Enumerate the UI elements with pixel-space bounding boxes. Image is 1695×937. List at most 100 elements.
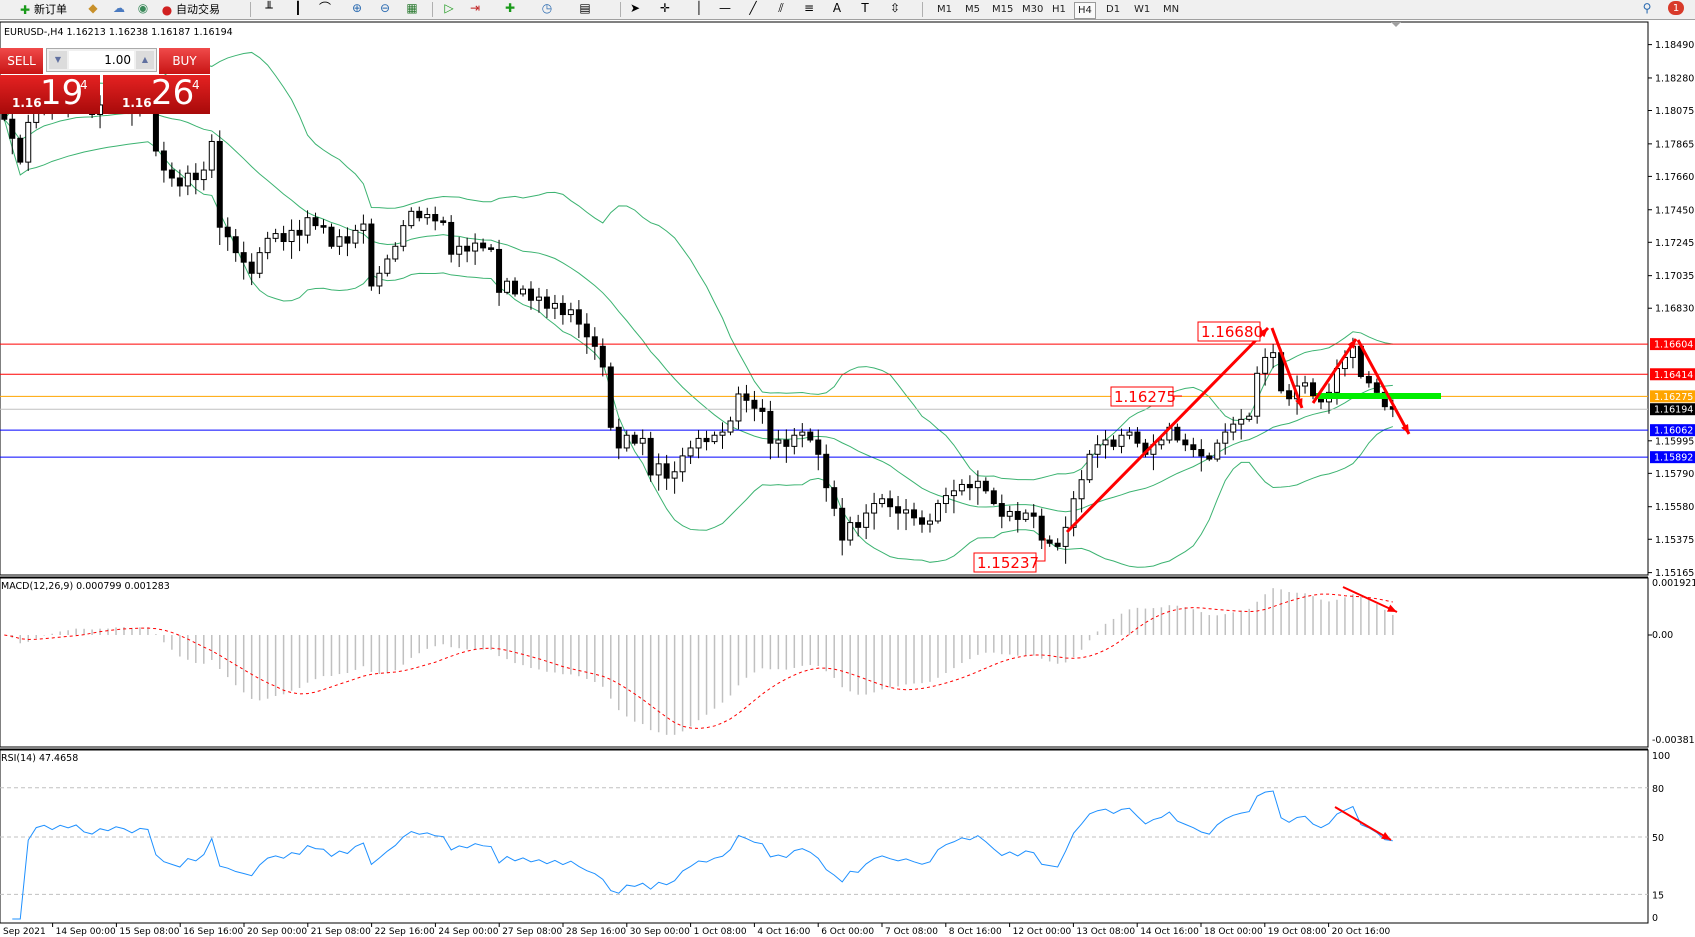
arrows-icon[interactable]: ⇳ bbox=[889, 1, 901, 15]
fibonacci-icon[interactable]: ≡ bbox=[803, 1, 815, 15]
timeframe-mn[interactable]: MN bbox=[1163, 4, 1180, 15]
candle bbox=[488, 244, 495, 253]
candle bbox=[1182, 433, 1189, 452]
timeframe-m5[interactable]: M5 bbox=[965, 4, 980, 15]
line-chart-icon[interactable]: ⌒ bbox=[318, 1, 331, 15]
candle-body bbox=[168, 169, 175, 179]
cursor-icon[interactable]: ➤ bbox=[629, 1, 641, 15]
candle-body bbox=[615, 426, 622, 449]
timeframe-m30[interactable]: M30 bbox=[1022, 4, 1044, 15]
candle bbox=[671, 461, 678, 494]
candle bbox=[990, 487, 997, 506]
candle-body bbox=[919, 517, 925, 525]
new-order-button[interactable]: ✚ 新订单 bbox=[18, 1, 67, 18]
rsi-divergence-arrow bbox=[1334, 806, 1392, 841]
timeframe-m15[interactable]: M15 bbox=[992, 4, 1014, 15]
equidistant-channel-icon[interactable]: ⫽ bbox=[778, 1, 784, 15]
text-label-icon[interactable]: T bbox=[861, 1, 869, 15]
candle-body bbox=[1046, 539, 1053, 544]
tile-windows-icon[interactable]: ▦ bbox=[406, 1, 418, 15]
candle-body bbox=[1174, 426, 1181, 441]
lot-increase-icon[interactable]: ▲ bbox=[136, 51, 154, 69]
macd-signal-line bbox=[4, 593, 1393, 729]
arrow-up-trend-head bbox=[1258, 328, 1268, 338]
candlestick-icon[interactable]: ┃ bbox=[294, 1, 302, 15]
rsi-line bbox=[12, 790, 1393, 920]
arrow-retest bbox=[1311, 338, 1358, 404]
candle bbox=[448, 215, 455, 263]
sell-button[interactable]: SELL bbox=[0, 48, 43, 74]
candle bbox=[264, 231, 271, 260]
trendline-icon[interactable]: ╱ bbox=[749, 1, 757, 15]
auto-trading-icon: ● bbox=[161, 2, 173, 17]
candle-body bbox=[480, 242, 487, 249]
zoom-out-icon[interactable]: ⊖ bbox=[379, 1, 391, 15]
vertical-line-icon[interactable]: │ bbox=[695, 1, 703, 15]
candle-body bbox=[520, 288, 526, 295]
candle bbox=[176, 169, 183, 197]
arrow-pullback-head bbox=[1295, 398, 1303, 408]
metaeditor-icon[interactable]: ◆ bbox=[88, 1, 98, 15]
candle bbox=[799, 423, 806, 448]
chart-shift-icon[interactable]: ▷ bbox=[444, 1, 454, 15]
candle bbox=[184, 165, 191, 196]
candle bbox=[703, 430, 710, 451]
candle-body bbox=[1270, 352, 1277, 358]
candle-body bbox=[775, 439, 782, 444]
candle bbox=[887, 490, 894, 517]
candle-body bbox=[982, 480, 989, 492]
templates-icon[interactable]: ▤ bbox=[579, 1, 591, 15]
timeframe-h1[interactable]: H1 bbox=[1052, 4, 1066, 15]
auto-trading-button[interactable]: ● 自动交易 bbox=[160, 1, 220, 18]
autoscroll-icon[interactable]: ⇥ bbox=[469, 1, 481, 15]
candle bbox=[424, 207, 431, 225]
candle-body bbox=[1086, 453, 1093, 481]
candle-body bbox=[1310, 382, 1317, 397]
candle-body bbox=[527, 288, 534, 301]
zoom-in-icon[interactable]: ⊕ bbox=[351, 1, 363, 15]
timeframe-h4[interactable]: H4 bbox=[1074, 2, 1096, 19]
sell-price-box[interactable]: 1.16 19 4 bbox=[0, 73, 100, 114]
crosshair-icon[interactable]: ✛ bbox=[659, 1, 671, 15]
horizontal-line-icon[interactable]: — bbox=[719, 1, 731, 15]
timeframe-w1[interactable]: W1 bbox=[1134, 4, 1151, 15]
candle-body bbox=[496, 248, 503, 293]
market-icon[interactable]: ☁ bbox=[113, 1, 125, 15]
macd-window-frame bbox=[0, 577, 1649, 748]
candle-body bbox=[551, 302, 558, 309]
price-tag-label: 1.16062 bbox=[1654, 426, 1693, 437]
notification-badge[interactable]: 1 bbox=[1668, 1, 1684, 15]
text-icon[interactable]: A bbox=[832, 1, 842, 15]
lot-size-field[interactable]: ▼ 1.00 ▲ bbox=[46, 48, 157, 72]
mid-price-label: 1.16275 bbox=[1114, 388, 1176, 406]
signals-icon[interactable]: ◉ bbox=[137, 1, 149, 15]
time-axis-label: 8 Oct 16:00 bbox=[949, 927, 1002, 937]
lot-decrease-icon[interactable]: ▼ bbox=[49, 51, 67, 69]
candle-body bbox=[974, 480, 981, 489]
rsi-axis-label: 100 bbox=[1652, 751, 1670, 762]
bar-chart-icon[interactable]: ╨ bbox=[265, 1, 273, 15]
candle-body bbox=[1190, 444, 1197, 451]
candle bbox=[743, 384, 750, 413]
candle-body bbox=[320, 225, 327, 228]
candle-body bbox=[1030, 512, 1037, 517]
candle bbox=[871, 492, 878, 530]
buy-button[interactable]: BUY bbox=[159, 48, 210, 74]
buy-price-box[interactable]: 1.16 26 4 bbox=[103, 73, 210, 114]
lot-size-value[interactable]: 1.00 bbox=[69, 51, 134, 69]
candle bbox=[200, 161, 207, 191]
search-icon[interactable]: ⚲ bbox=[1642, 1, 1652, 15]
timeframe-m1[interactable]: M1 bbox=[937, 4, 952, 15]
candle bbox=[974, 470, 981, 505]
candle-body bbox=[903, 509, 910, 514]
candle-body bbox=[256, 252, 263, 274]
time-axis-label: 1 Oct 08:00 bbox=[694, 927, 747, 937]
candle bbox=[735, 386, 742, 430]
timeframe-d1[interactable]: D1 bbox=[1106, 4, 1121, 15]
candle-body bbox=[847, 522, 854, 541]
candle-body bbox=[1014, 510, 1021, 520]
indicators-icon[interactable]: ✚ bbox=[504, 1, 516, 15]
periods-icon[interactable]: ◷ bbox=[541, 1, 553, 15]
main-chart-frame bbox=[0, 21, 1649, 576]
